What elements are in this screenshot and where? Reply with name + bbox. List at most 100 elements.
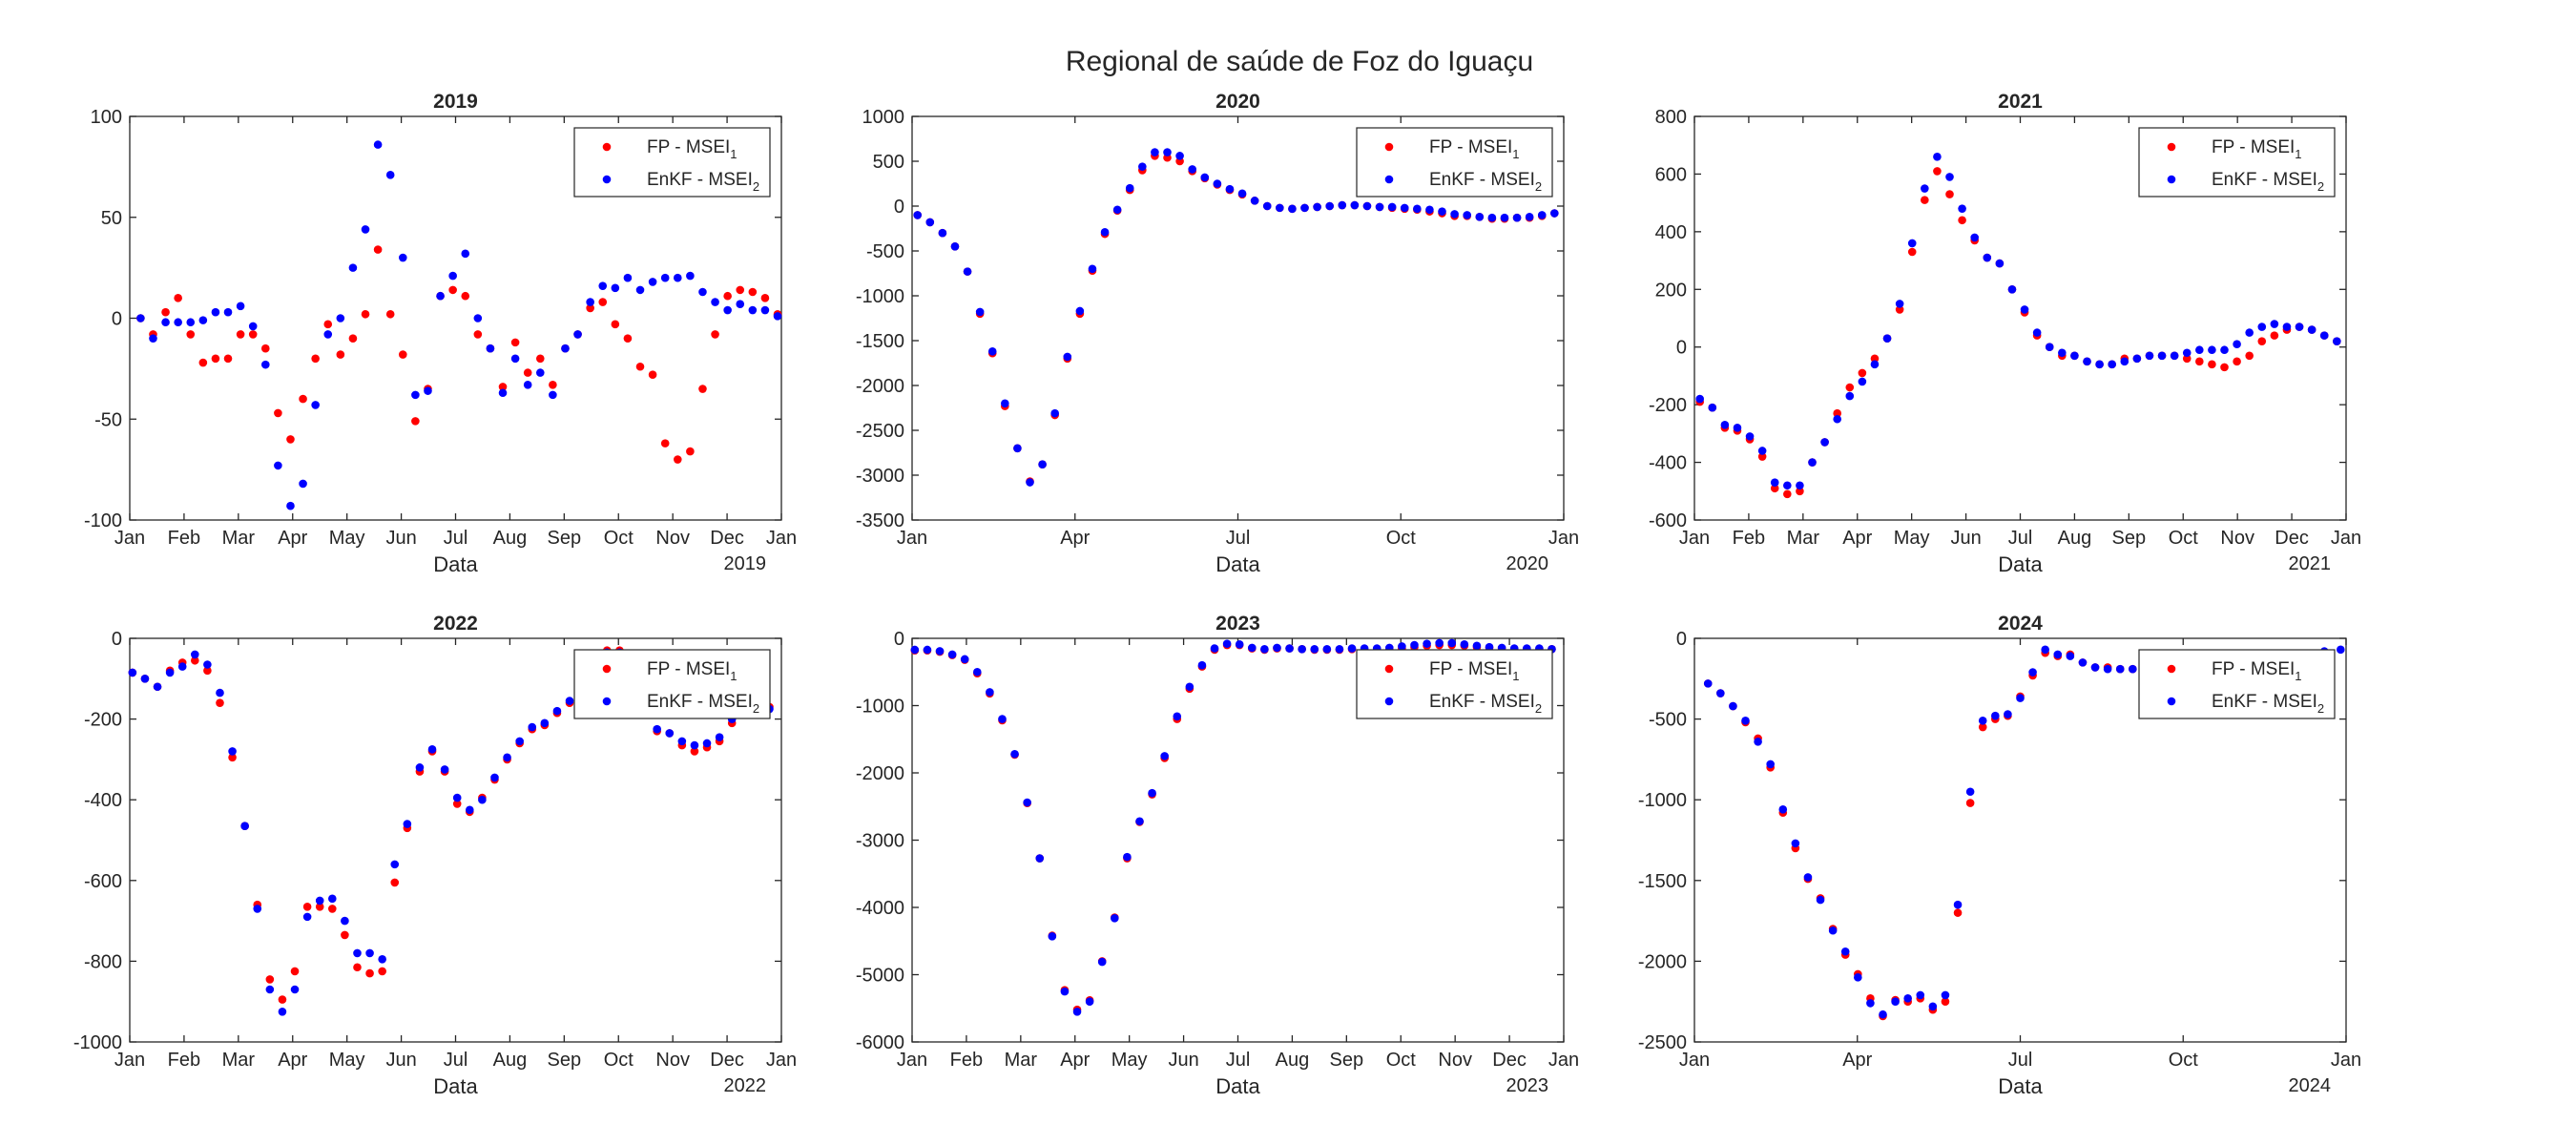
y-tick-label: -500 bbox=[1649, 710, 1687, 731]
data-point bbox=[302, 902, 312, 911]
data-point bbox=[947, 650, 957, 659]
data-point bbox=[1729, 701, 1737, 711]
legend-box bbox=[2138, 127, 2336, 198]
data-point bbox=[302, 912, 312, 922]
data-point bbox=[690, 740, 699, 750]
data-point bbox=[2045, 343, 2054, 352]
data-point bbox=[1010, 749, 1019, 759]
data-point bbox=[2182, 348, 2192, 358]
x-axis-label: Data bbox=[1215, 552, 1260, 576]
data-point bbox=[365, 948, 374, 958]
y-tick-label: -800 bbox=[84, 951, 122, 972]
data-point bbox=[1375, 202, 1384, 212]
y-tick-label: -1500 bbox=[1638, 871, 1687, 892]
data-point bbox=[327, 894, 337, 904]
data-point bbox=[2078, 658, 2088, 667]
chart-title: 2019 bbox=[433, 91, 478, 113]
data-point bbox=[535, 354, 545, 364]
data-point bbox=[2245, 328, 2254, 337]
data-point bbox=[424, 386, 432, 395]
legend-label-subscript: 1 bbox=[2295, 669, 2301, 683]
data-point bbox=[2058, 348, 2067, 358]
data-point bbox=[299, 394, 307, 404]
data-point bbox=[1400, 203, 1409, 213]
data-point bbox=[1882, 334, 1892, 343]
data-point bbox=[773, 312, 782, 321]
legend-label: EnKF - MSEI2 bbox=[647, 170, 759, 194]
data-point bbox=[1273, 643, 1281, 653]
data-point bbox=[149, 334, 157, 343]
data-point bbox=[715, 733, 724, 741]
data-point bbox=[128, 668, 137, 677]
y-tick-label: -2000 bbox=[1638, 951, 1687, 972]
data-point bbox=[2103, 664, 2112, 674]
data-point bbox=[950, 241, 960, 251]
data-point bbox=[1958, 204, 1966, 213]
data-point bbox=[1903, 994, 1912, 1003]
data-point bbox=[1347, 644, 1357, 653]
data-point bbox=[1210, 644, 1219, 653]
legend: FP - MSEI1 EnKF - MSEI2 bbox=[1356, 649, 1553, 719]
data-point bbox=[1895, 305, 1904, 314]
data-point bbox=[461, 249, 470, 259]
data-point bbox=[611, 283, 620, 293]
x-tick-label: Mar bbox=[222, 1050, 256, 1071]
data-point bbox=[390, 878, 400, 887]
legend-marker bbox=[1384, 664, 1394, 674]
x-tick-label: Jan bbox=[766, 528, 797, 549]
data-point bbox=[1512, 213, 1522, 222]
data-point bbox=[165, 668, 175, 677]
data-point bbox=[1222, 639, 1232, 648]
y-tick-label: 0 bbox=[1676, 629, 1687, 650]
data-point bbox=[565, 697, 574, 705]
data-point bbox=[1472, 641, 1482, 651]
y-tick-label: 200 bbox=[1655, 280, 1687, 301]
data-point bbox=[1097, 957, 1107, 967]
data-point bbox=[461, 291, 470, 301]
legend-label-subscript: 2 bbox=[1535, 701, 1542, 716]
data-point bbox=[1921, 196, 1929, 204]
data-point bbox=[998, 715, 1007, 723]
data-point bbox=[2319, 331, 2329, 340]
x-tick-label: Oct bbox=[2169, 528, 2199, 549]
data-point bbox=[490, 773, 499, 782]
data-point bbox=[136, 314, 145, 323]
legend-label-text: EnKF - MSEI bbox=[2212, 170, 2317, 190]
x-tick-label: Sep bbox=[548, 1050, 582, 1071]
legend-label-text: EnKF - MSEI bbox=[1429, 692, 1535, 712]
data-point bbox=[1276, 203, 1284, 213]
x-tick-label: Jan bbox=[2331, 528, 2361, 549]
y-tick-label: 50 bbox=[101, 208, 122, 229]
x-tick-label: Jun bbox=[1950, 528, 1981, 549]
x-tick-label: Jul bbox=[444, 528, 468, 549]
data-point bbox=[1941, 990, 1950, 1000]
data-point bbox=[1410, 640, 1419, 650]
data-point bbox=[290, 985, 300, 994]
data-point bbox=[236, 330, 245, 339]
data-point bbox=[510, 354, 520, 364]
chart-title: 2024 bbox=[1998, 613, 2043, 635]
x-tick-label: Jan bbox=[114, 1050, 145, 1071]
x-tick-label: Feb bbox=[168, 528, 200, 549]
y-tick-label: -1000 bbox=[73, 1032, 122, 1053]
data-point bbox=[2170, 351, 2179, 361]
data-point bbox=[1250, 197, 1259, 205]
data-point bbox=[1978, 716, 1987, 725]
data-point bbox=[986, 688, 994, 697]
data-point bbox=[1921, 184, 1929, 193]
data-point bbox=[452, 800, 462, 808]
data-point bbox=[673, 273, 682, 282]
data-point bbox=[290, 967, 300, 976]
data-point bbox=[1085, 997, 1094, 1006]
legend: FP - MSEI1 EnKF - MSEI2 bbox=[1356, 127, 1553, 198]
x-tick-label: Jan bbox=[1548, 1050, 1579, 1071]
data-point bbox=[1200, 173, 1210, 182]
data-point bbox=[315, 902, 324, 911]
y-tick-label: -1500 bbox=[856, 331, 904, 352]
data-point bbox=[211, 354, 220, 364]
y-tick-label: -3500 bbox=[856, 510, 904, 531]
data-point bbox=[2257, 323, 2267, 331]
data-point bbox=[935, 647, 945, 656]
data-point bbox=[1978, 722, 1987, 732]
data-point bbox=[228, 747, 237, 756]
